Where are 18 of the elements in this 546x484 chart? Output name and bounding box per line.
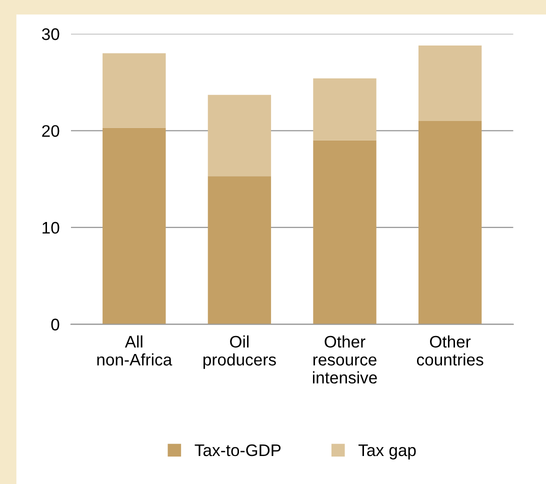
- bar: [102, 128, 166, 324]
- legend-label: Tax-to-GDP: [194, 444, 281, 456]
- legend-label: Tax gap: [358, 444, 416, 460]
- bar: [102, 53, 166, 128]
- y-tick-label: 0: [51, 318, 60, 330]
- x-tick-label: Other countries: [416, 335, 484, 366]
- y-tick-label: 10: [42, 222, 60, 234]
- bar: [208, 94, 272, 176]
- bar: [313, 140, 376, 324]
- y-tick-label: 30: [42, 28, 60, 40]
- bar: [418, 45, 482, 121]
- y-tick-label: 20: [42, 125, 60, 137]
- x-tick-label: Other resource intensive: [312, 335, 377, 384]
- x-tick-label: All non-Africa: [97, 335, 172, 366]
- x-tick-label: Oil producers: [203, 335, 276, 369]
- bar: [208, 176, 272, 324]
- bar: [418, 121, 482, 324]
- bar: [313, 78, 376, 140]
